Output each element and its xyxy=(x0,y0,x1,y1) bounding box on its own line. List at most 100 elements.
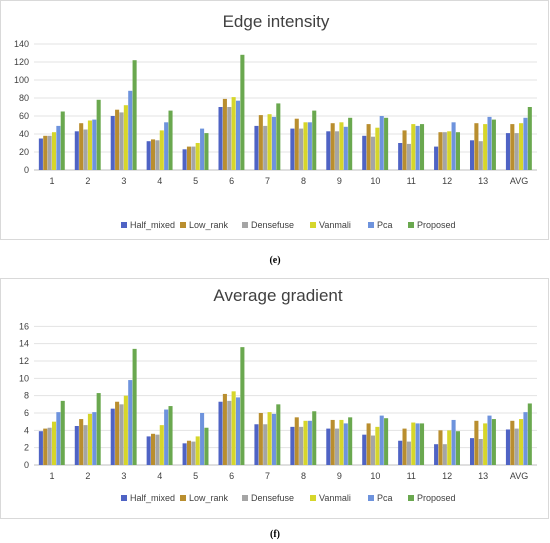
bar-densefuse-avg xyxy=(514,133,519,170)
bar-low_rank-8 xyxy=(294,417,299,465)
bar-proposed-2 xyxy=(96,99,101,170)
legend-label: Half_mixed xyxy=(130,220,175,230)
bar-proposed-avg xyxy=(527,403,532,465)
bar-proposed-9 xyxy=(348,417,353,465)
legend-label: Pca xyxy=(377,220,393,230)
bar-vanmali-13 xyxy=(483,423,488,465)
bar-densefuse-5 xyxy=(191,146,196,170)
y-tick-label: 20 xyxy=(19,147,29,157)
bar-densefuse-11 xyxy=(406,143,411,170)
bar-low_rank-4 xyxy=(151,433,156,465)
bar-low_rank-12 xyxy=(438,132,443,170)
legend-swatch xyxy=(310,222,316,228)
legend-swatch xyxy=(368,495,374,501)
bar-proposed-12 xyxy=(455,431,460,465)
legend-label: Low_rank xyxy=(189,493,229,503)
bar-pca-8 xyxy=(307,420,312,465)
x-tick-label: 11 xyxy=(407,471,416,481)
bar-densefuse-1 xyxy=(47,135,52,170)
bar-vanmali-3 xyxy=(123,105,128,170)
legend-swatch xyxy=(242,495,248,501)
bar-low_rank-11 xyxy=(402,428,407,465)
x-tick-label: 7 xyxy=(265,471,270,481)
bar-proposed-4 xyxy=(168,110,173,170)
bar-densefuse-7 xyxy=(263,424,268,465)
bar-vanmali-3 xyxy=(123,395,128,465)
y-tick-label: 8 xyxy=(24,391,29,401)
x-tick-label: 3 xyxy=(121,471,126,481)
bar-pca-3 xyxy=(128,90,133,170)
bar-half_mixed-9 xyxy=(326,131,331,170)
bar-half_mixed-13 xyxy=(469,438,475,465)
bar-proposed-8 xyxy=(312,411,317,465)
bar-low_rank-9 xyxy=(330,123,335,170)
bar-densefuse-9 xyxy=(335,428,340,465)
bar-half_mixed-avg xyxy=(505,133,510,170)
bar-low_rank-1 xyxy=(43,428,48,465)
x-tick-label: 9 xyxy=(337,176,342,186)
bar-proposed-6 xyxy=(240,54,245,170)
bar-proposed-13 xyxy=(491,119,496,170)
legend-label: Proposed xyxy=(417,220,456,230)
bar-low_rank-1 xyxy=(43,135,48,170)
bar-proposed-7 xyxy=(276,404,281,465)
caption-f: (f) xyxy=(270,529,280,540)
bar-densefuse-6 xyxy=(227,107,232,170)
legend-swatch xyxy=(180,222,186,228)
chart-panel-average-gradient: Average gradient 0 2 4 6 8 10 12 14 16 1 2 3 4 5 6 7 8 9 10… xyxy=(0,278,549,519)
bar-densefuse-13 xyxy=(478,439,483,465)
bar-proposed-avg xyxy=(527,107,532,170)
x-tick-label: AVG xyxy=(510,471,528,481)
bar-low_rank-5 xyxy=(186,440,192,465)
x-tick-label: 12 xyxy=(442,471,452,481)
bar-vanmali-4 xyxy=(159,130,164,170)
bar-half_mixed-12 xyxy=(434,444,439,465)
bar-densefuse-2 xyxy=(83,129,88,170)
bar-pca-13 xyxy=(487,415,492,465)
bar-low_rank-11 xyxy=(402,130,407,170)
bar-pca-1 xyxy=(56,412,61,465)
bar-low_rank-2 xyxy=(79,123,84,170)
bar-pca-4 xyxy=(164,122,169,170)
legend-label: Low_rank xyxy=(189,220,229,230)
x-tick-label: 12 xyxy=(442,176,452,186)
bar-half_mixed-13 xyxy=(469,140,475,170)
bar-low_rank-8 xyxy=(294,118,299,170)
x-tick-label: 6 xyxy=(229,176,234,186)
bar-pca-5 xyxy=(200,128,205,170)
x-tick-label: 7 xyxy=(265,176,270,186)
bar-pca-8 xyxy=(307,122,312,170)
bar-pca-1 xyxy=(56,125,61,170)
bar-pca-10 xyxy=(379,415,384,465)
y-tick-label: 10 xyxy=(19,373,29,383)
bar-densefuse-12 xyxy=(442,444,447,465)
bar-half_mixed-5 xyxy=(182,149,187,170)
bar-pca-7 xyxy=(271,413,276,465)
x-tick-label: 3 xyxy=(121,176,126,186)
bar-vanmali-avg xyxy=(519,123,524,170)
bar-half_mixed-9 xyxy=(326,428,331,465)
bar-low_rank-13 xyxy=(474,420,479,465)
y-tick-label: 6 xyxy=(24,408,29,418)
bar-densefuse-2 xyxy=(83,425,88,465)
bar-densefuse-3 xyxy=(119,404,124,465)
legend-swatch xyxy=(310,495,316,501)
bar-densefuse-4 xyxy=(155,140,160,170)
bar-half_mixed-8 xyxy=(290,128,295,170)
legend-label: Pca xyxy=(377,493,393,503)
bar-proposed-2 xyxy=(96,393,101,465)
legend-swatch xyxy=(121,222,127,228)
bar-densefuse-1 xyxy=(47,427,52,465)
bar-vanmali-10 xyxy=(375,426,380,465)
legend-label: Vanmali xyxy=(319,493,351,503)
x-tick-label: 8 xyxy=(301,471,306,481)
bar-pca-12 xyxy=(451,122,456,170)
legend-label: Densefuse xyxy=(251,493,294,503)
bar-low_rank-7 xyxy=(258,413,263,465)
y-tick-label: 80 xyxy=(19,93,29,103)
bar-vanmali-1 xyxy=(51,421,57,465)
bar-densefuse-8 xyxy=(299,426,304,465)
bar-half_mixed-1 xyxy=(38,431,43,465)
bar-half_mixed-3 xyxy=(110,116,115,170)
